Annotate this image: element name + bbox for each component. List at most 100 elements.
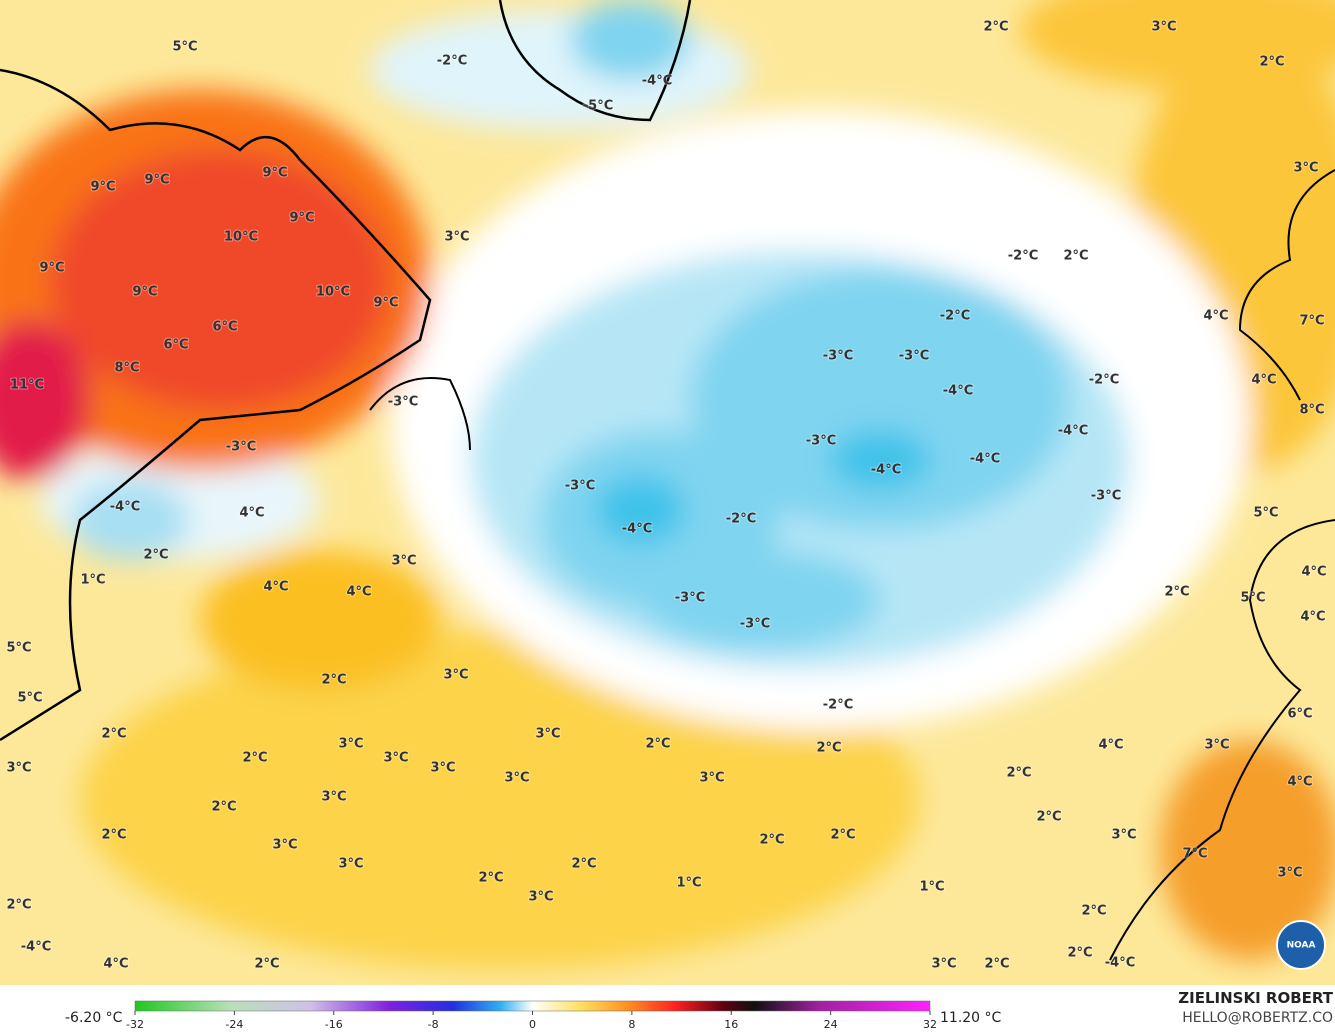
temp-label: 6°C (163, 338, 188, 353)
temp-label: 3°C (272, 838, 297, 853)
colorbar-max: 11.20 °C (940, 1010, 1002, 1026)
temp-label: 4°C (1287, 775, 1312, 790)
temp-label: 2°C (1067, 946, 1092, 961)
temp-label: 3°C (931, 957, 956, 972)
temp-label: 8°C (1299, 403, 1324, 418)
temp-label: 5°C (1253, 506, 1278, 521)
temp-label: 8°C (114, 361, 139, 376)
temp-label: 5°C (17, 691, 42, 706)
temp-label: 2°C (1006, 766, 1031, 781)
temp-label: 3°C (1111, 828, 1136, 843)
temp-label: 9°C (373, 296, 398, 311)
temp-label: -3°C (1091, 489, 1121, 504)
temp-label: 4°C (103, 957, 128, 972)
temp-label: 3°C (504, 771, 529, 786)
temp-label: 4°C (239, 506, 264, 521)
temp-label: 2°C (1081, 904, 1106, 919)
temp-label: 3°C (1293, 161, 1318, 176)
temp-label: -3°C (226, 440, 256, 455)
temp-label: 2°C (571, 857, 596, 872)
temp-label: 4°C (1203, 309, 1228, 324)
temp-label: -2°C (1008, 249, 1038, 264)
temp-label: 3°C (1277, 866, 1302, 881)
temp-label: 9°C (144, 173, 169, 188)
temp-label: -4°C (642, 74, 672, 89)
temp-label: 5°C (172, 40, 197, 55)
temp-label: 6°C (212, 320, 237, 335)
temp-label: -3°C (740, 617, 770, 632)
temp-label: 6°C (1287, 707, 1312, 722)
temp-label: -4°C (622, 522, 652, 537)
temp-label: 9°C (90, 180, 115, 195)
colorbar-tick-label: 24 (824, 1018, 838, 1031)
temp-label: -3°C (806, 434, 836, 449)
temp-label: -5°C (583, 99, 613, 114)
temp-label: 3°C (338, 857, 363, 872)
noaa-logo-text: NOAA (1287, 941, 1316, 951)
temp-label: -2°C (437, 54, 467, 69)
temp-label: -4°C (1058, 424, 1088, 439)
temp-label: -4°C (21, 940, 51, 955)
temp-label: 4°C (1098, 738, 1123, 753)
temp-label: 3°C (528, 890, 553, 905)
temp-label: -4°C (871, 463, 901, 478)
temp-label: 3°C (430, 761, 455, 776)
temp-label: 3°C (444, 230, 469, 245)
colorbar-tick-label: 0 (529, 1018, 536, 1031)
temp-label: 3°C (321, 790, 346, 805)
temp-label: 10°C (224, 230, 258, 245)
temp-label: -2°C (940, 309, 970, 324)
temp-label: -3°C (388, 395, 418, 410)
temp-label: 7°C (1182, 847, 1207, 862)
colorbar (134, 1000, 931, 1012)
temp-label: -2°C (823, 698, 853, 713)
temp-label: 1°C (676, 876, 701, 891)
colorbar-tick-label: -8 (428, 1018, 439, 1031)
temp-label: -4°C (970, 452, 1000, 467)
temp-label: 5°C (6, 641, 31, 656)
temp-label: -3°C (675, 591, 705, 606)
temp-label: 9°C (39, 261, 64, 276)
temp-label: 2°C (983, 20, 1008, 35)
temp-label: 3°C (699, 771, 724, 786)
temp-label: 9°C (289, 211, 314, 226)
temp-label: 2°C (211, 800, 236, 815)
temp-label: 11°C (10, 378, 44, 393)
colorbar-tick-label: -16 (325, 1018, 343, 1031)
temp-label: 3°C (338, 737, 363, 752)
temp-label: 2°C (1036, 810, 1061, 825)
temp-label: -3°C (823, 349, 853, 364)
temp-label: 2°C (6, 898, 31, 913)
temp-label: 3°C (443, 668, 468, 683)
temp-label: -4°C (110, 500, 140, 515)
temp-label: 4°C (1301, 565, 1326, 580)
temp-label: 3°C (391, 554, 416, 569)
temp-label: 3°C (1204, 738, 1229, 753)
colorbar-min: -6.20 °C (65, 1010, 123, 1026)
colorbar-tick-label: 16 (724, 1018, 738, 1031)
temp-label: 3°C (1151, 20, 1176, 35)
temp-label: 9°C (262, 166, 287, 181)
temp-label: 2°C (101, 828, 126, 843)
temp-label: -4°C (1105, 956, 1135, 971)
temp-label: -3°C (899, 349, 929, 364)
temp-label: -3°C (565, 479, 595, 494)
colorbar-tick-label: -24 (225, 1018, 243, 1031)
temp-label: 2°C (478, 871, 503, 886)
temp-label: 2°C (816, 741, 841, 756)
temp-label: 2°C (143, 548, 168, 563)
temp-label: 5°C (1240, 591, 1265, 606)
temp-label: 2°C (759, 833, 784, 848)
credit-email: HELLO@ROBERTZ.CO (1182, 1010, 1333, 1026)
colorbar-tick-label: 8 (628, 1018, 635, 1031)
temp-label: 3°C (535, 727, 560, 742)
temp-label: 2°C (321, 673, 346, 688)
temp-label: 10°C (316, 285, 350, 300)
temp-label: 4°C (1251, 373, 1276, 388)
temp-label: 3°C (6, 761, 31, 776)
colorbar-tick-label: -32 (126, 1018, 144, 1031)
temp-label: 3°C (383, 751, 408, 766)
temp-label: 2°C (1063, 249, 1088, 264)
temp-label: 2°C (645, 737, 670, 752)
map (0, 0, 1335, 985)
